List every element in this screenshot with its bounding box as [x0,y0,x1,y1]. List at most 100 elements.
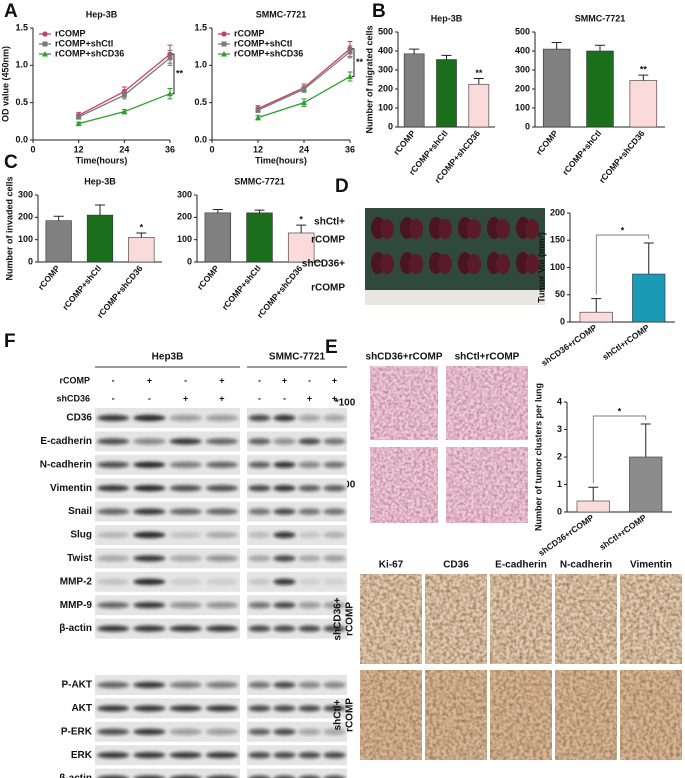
y-tick-label: 0 [388,121,393,131]
bar [204,212,232,263]
x-tick-label: 12 [253,144,263,154]
y-tick-label: 500 [378,26,393,36]
protein-label: Slug [70,530,92,541]
condition-sign: - [258,375,261,385]
blot-band [273,508,296,515]
y-tick-label: 0.5 [15,97,28,107]
protein-label: Twist [67,553,92,564]
blot-band [97,531,130,539]
row-label: *100 [335,398,356,409]
x-tick-label: rCOMP [195,263,221,292]
condition-sign: - [308,375,311,385]
y-tick-label: 200 [515,83,530,93]
blot-band [298,531,321,539]
blot-band [323,438,346,445]
error-bar [296,224,307,233]
blot-band [323,775,346,778]
blot-band [248,485,271,492]
y-tick-label: 0.0 [194,134,207,144]
blot-band [273,625,296,632]
condition-sign: + [282,375,287,385]
x-tick-label: rCOMP [391,128,417,157]
blot-band [133,775,166,778]
blot-strip [247,501,347,522]
chart-title: Hep-3B [86,9,118,19]
blot-band [273,555,296,562]
blot-strip [247,721,347,742]
ihc-texture [555,670,617,760]
bar [287,232,315,263]
x-tick-label: 36 [165,144,175,154]
blot-strip [247,745,347,766]
y-tick-label: 200 [18,212,33,222]
blot-band [298,508,321,515]
bar [579,311,613,323]
blot-strip [95,768,240,778]
ihc-texture [490,574,552,664]
blot-band [323,625,346,632]
blot-band [133,461,166,468]
blot-band [97,681,130,689]
blot-band [97,414,130,422]
x-tick-label: 0 [30,144,35,154]
blot-band [298,752,321,759]
lung [409,219,423,239]
lung [409,254,423,274]
marker [167,90,173,97]
blot-band [248,602,271,609]
micrograph-texture [370,447,438,523]
y-tick-label: 1.0 [15,60,28,70]
error-bar [591,298,602,313]
condition-sign: - [258,393,261,403]
blot-strip [95,408,240,428]
y-tick-label: 200 [378,83,393,93]
error-bar [643,242,654,275]
y-tick-label: 500 [515,26,530,36]
blot-strip [247,525,347,545]
protein-label: P-ERK [61,726,93,737]
blot-strip [95,525,240,545]
blot-band [133,508,166,515]
blot-band [205,555,238,562]
y-tick-label: 300 [177,189,192,199]
column-label: E-cadherin [495,560,547,571]
blot-band [169,508,202,515]
annotation: * [140,222,144,232]
column-label: shCD36+rCOMP [366,352,443,363]
annotation: ** [176,68,184,78]
y-tick-label: 2 [557,451,562,461]
condition-sign: - [283,393,286,403]
blot-band [97,485,130,492]
y-axis-label: Number of invaded cells [4,176,14,280]
micrograph-texture [446,447,528,523]
bar [632,273,666,323]
panel-label: F [4,331,16,352]
panel-label: C [4,152,18,173]
blot-band [273,414,296,422]
bar [629,456,663,513]
blot-band [169,625,202,632]
row-label: shCD36+ [302,259,345,270]
x-tick-label: 12 [74,144,84,154]
error-bar [136,232,147,238]
significance-bracket [172,53,175,95]
blot-band [169,461,202,468]
legend-marker [221,41,227,47]
legend-label: rCOMP+shCD36 [234,48,303,58]
y-tick-label: 400 [378,45,393,55]
blot-band [298,555,321,562]
blot-band [97,555,130,562]
annotation: ** [356,57,364,67]
blot-band [248,625,271,632]
blot-band [97,438,130,445]
blot-band [97,461,130,468]
y-tick-label: 1.0 [194,60,207,70]
y-tick-label: 100 [18,234,33,244]
blot-band [248,681,271,689]
condition-sign: - [184,375,187,385]
y-tick-label: 100 [515,102,530,112]
error-bar [551,41,562,50]
y-axis-label: Number of tumor clusters per lung [533,383,543,531]
annotation: ** [640,65,648,75]
condition-sign: + [332,375,337,385]
